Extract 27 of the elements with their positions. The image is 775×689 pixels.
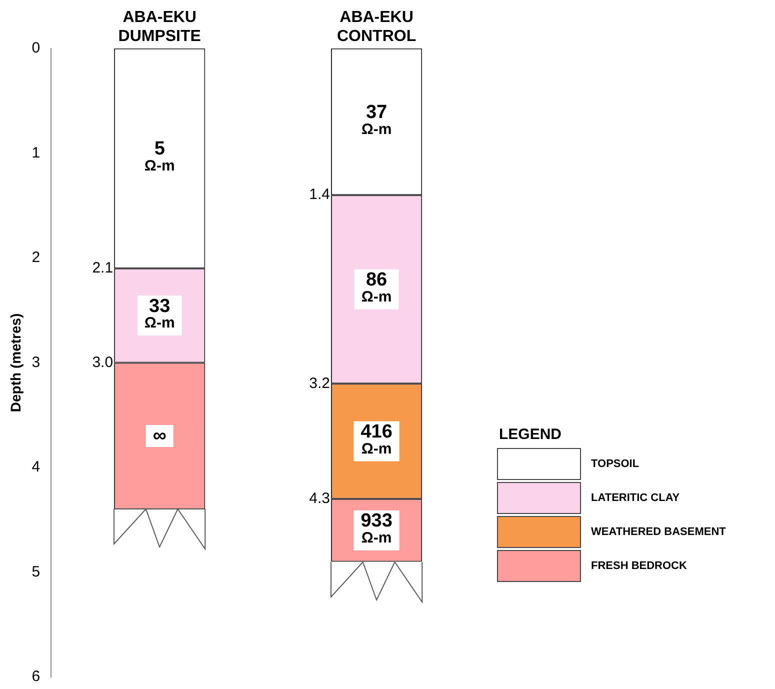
annotation: 5 Ω-m (144, 138, 175, 175)
x-tick-label: ABA-EKU CONTROL (336, 9, 416, 46)
annotation: 933 Ω-m (360, 510, 392, 546)
annotation: 416 Ω-m (360, 422, 392, 458)
annotation: 2.1 (92, 260, 114, 277)
text: TOPSOIL (591, 458, 640, 470)
y-tick-label: 0 (32, 40, 40, 57)
annotation: 86 Ω-m (361, 270, 392, 306)
annotation: 3.0 (92, 354, 114, 371)
y-tick-label: 6 (32, 668, 40, 686)
y-axis-title: Depth (metres) (7, 313, 24, 412)
annotation: ∞ (152, 425, 166, 446)
annotation: 33 Ω-m (144, 296, 175, 332)
text: WEATHERED BASEMENT (591, 526, 726, 538)
y-tick-label: 3 (32, 354, 40, 371)
annotation: 3.2 (309, 374, 330, 392)
text: LATERITIC CLAY (591, 492, 680, 504)
y-tick-label: 5 (32, 563, 40, 580)
y-tick-label: 4 (32, 458, 40, 476)
legend-title: LEGEND (499, 426, 563, 443)
annotation: 4.3 (309, 490, 330, 508)
text: FRESH BEDROCK (591, 560, 687, 572)
x-tick-label: ABA-EKU DUMPSITE (118, 9, 202, 46)
annotation: 1.4 (309, 186, 330, 204)
annotation: 37 Ω-m (361, 102, 392, 138)
y-tick-label: 2 (32, 249, 40, 266)
y-tick-label: 1 (32, 144, 40, 162)
